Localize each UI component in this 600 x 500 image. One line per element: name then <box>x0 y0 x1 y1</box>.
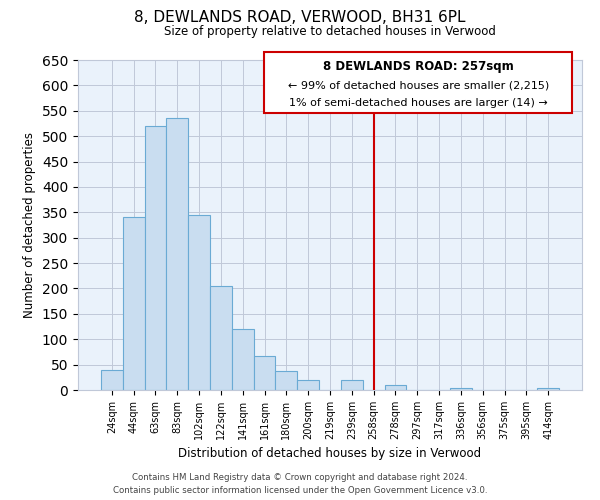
Bar <box>254 356 275 390</box>
Bar <box>537 388 559 390</box>
Text: ← 99% of detached houses are smaller (2,215): ← 99% of detached houses are smaller (2,… <box>287 80 549 90</box>
Bar <box>101 370 123 390</box>
Bar <box>385 385 406 390</box>
Bar <box>232 329 254 390</box>
FancyBboxPatch shape <box>265 52 572 113</box>
Bar <box>123 218 145 390</box>
Bar <box>275 370 297 390</box>
Bar <box>166 118 188 390</box>
Text: 1% of semi-detached houses are larger (14) →: 1% of semi-detached houses are larger (1… <box>289 98 548 108</box>
Bar <box>210 286 232 390</box>
Bar <box>450 388 472 390</box>
Y-axis label: Number of detached properties: Number of detached properties <box>23 132 37 318</box>
X-axis label: Distribution of detached houses by size in Verwood: Distribution of detached houses by size … <box>178 448 482 460</box>
Bar <box>297 380 319 390</box>
Title: Size of property relative to detached houses in Verwood: Size of property relative to detached ho… <box>164 25 496 38</box>
Bar <box>188 215 210 390</box>
Text: Contains HM Land Registry data © Crown copyright and database right 2024.
Contai: Contains HM Land Registry data © Crown c… <box>113 473 487 495</box>
Bar <box>341 380 363 390</box>
Bar <box>145 126 166 390</box>
Text: 8 DEWLANDS ROAD: 257sqm: 8 DEWLANDS ROAD: 257sqm <box>323 60 514 73</box>
Text: 8, DEWLANDS ROAD, VERWOOD, BH31 6PL: 8, DEWLANDS ROAD, VERWOOD, BH31 6PL <box>134 10 466 25</box>
